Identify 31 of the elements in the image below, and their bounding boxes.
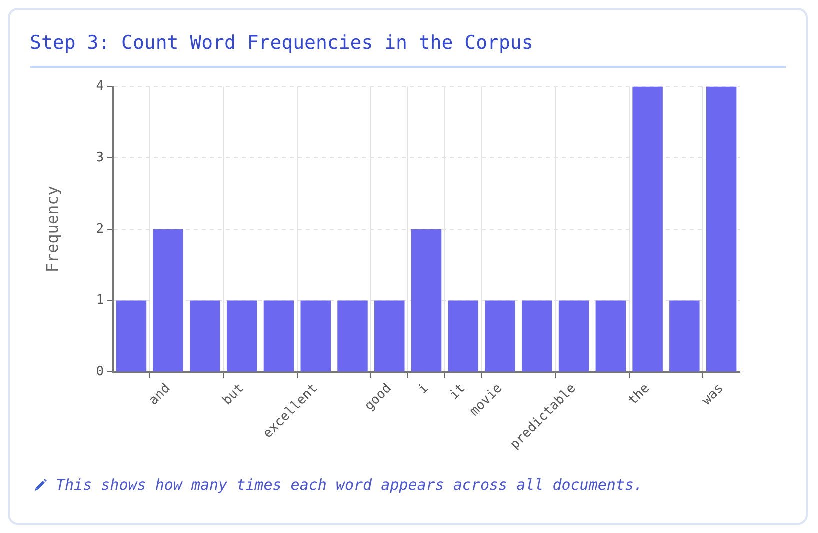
bar (485, 300, 516, 372)
bar (338, 300, 368, 372)
bar (116, 300, 147, 372)
bar (190, 300, 220, 372)
text: This shows how many times each word appears across all documents. (56, 476, 643, 494)
bar (670, 300, 700, 372)
y-tick-label: 4 (96, 79, 104, 94)
bar (264, 300, 294, 372)
bar (448, 300, 479, 372)
bar (226, 300, 258, 372)
x-tick-label: and (146, 381, 174, 408)
y-tick-label: 2 (96, 222, 104, 237)
bar (411, 229, 442, 372)
x-tick-label: but (220, 381, 248, 408)
y-tick-label: 3 (96, 150, 104, 166)
bar (153, 229, 184, 372)
x-tick-label: was (700, 381, 727, 408)
bar (558, 300, 590, 372)
y-tick-label: 0 (96, 364, 104, 380)
x-tick-label: the (626, 381, 654, 408)
bar (632, 86, 663, 372)
bar (300, 300, 331, 372)
chart-title: Step 3: Count Word Frequencies in the Corpus (30, 32, 786, 68)
bar (374, 300, 405, 372)
y-tick-label: 1 (96, 293, 104, 308)
bar (522, 300, 552, 372)
x-tick-label: i (416, 381, 432, 398)
bar (596, 300, 626, 372)
x-tick-label: it (446, 381, 469, 403)
y-axis-title: Frequency (42, 186, 62, 273)
bar (706, 86, 737, 372)
